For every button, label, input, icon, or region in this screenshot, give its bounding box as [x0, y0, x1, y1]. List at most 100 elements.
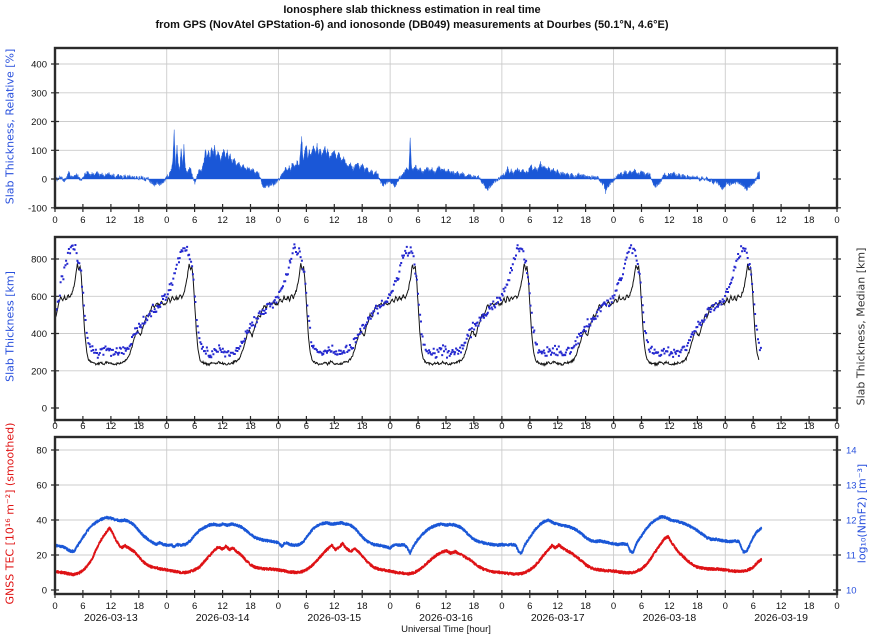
hour-tick-label: 0 — [834, 601, 839, 612]
hour-tick-label: 6 — [192, 215, 197, 226]
relative-slab-thickness-series — [54, 129, 760, 194]
chart-title-line1: Ionosphere slab thickness estimation in … — [283, 4, 541, 16]
y-tick-label: 300 — [31, 88, 47, 99]
hour-tick-label: 0 — [387, 421, 392, 432]
hour-tick-label: 18 — [245, 421, 256, 432]
hour-tick-label: 18 — [469, 601, 480, 612]
hour-tick-label: 6 — [415, 601, 420, 612]
gnss-tec-series — [54, 526, 763, 577]
hour-tick-label: 6 — [80, 215, 85, 226]
hour-tick-label: 0 — [834, 421, 839, 432]
hour-tick-label: 12 — [552, 421, 563, 432]
hour-tick-label: 6 — [751, 215, 756, 226]
hour-tick-label: 6 — [192, 421, 197, 432]
hour-tick-label: 12 — [217, 421, 228, 432]
hour-tick-label: 12 — [217, 215, 228, 226]
hour-tick-label: 12 — [441, 601, 452, 612]
hour-tick-label: 18 — [804, 215, 815, 226]
hour-tick-label: 6 — [527, 601, 532, 612]
hour-tick-label: 18 — [692, 215, 703, 226]
hour-tick-label: 0 — [499, 601, 504, 612]
hour-tick-label: 18 — [357, 421, 368, 432]
hour-tick-label: 6 — [751, 421, 756, 432]
hour-tick-label: 6 — [80, 601, 85, 612]
hour-tick-label: 0 — [611, 421, 616, 432]
y-tick-label: 100 — [31, 146, 47, 157]
hour-tick-label: 18 — [133, 215, 144, 226]
slab-thickness-measurement-dots — [54, 243, 762, 359]
hour-tick-label: 0 — [52, 421, 57, 432]
hour-tick-label: 0 — [611, 601, 616, 612]
hour-tick-label: 12 — [441, 215, 452, 226]
y-tick-label: -100 — [28, 203, 47, 214]
hour-tick-label: 0 — [834, 215, 839, 226]
hour-tick-label: 12 — [664, 601, 675, 612]
panel2-grid — [55, 237, 837, 420]
y-axis-label-relative-slab-thickness: Slab Thickness, Relative [%] — [3, 48, 17, 205]
hour-tick-label: 0 — [723, 421, 728, 432]
hour-tick-label: 12 — [552, 215, 563, 226]
hour-tick-label: 12 — [776, 215, 787, 226]
hour-tick-label: 0 — [276, 215, 281, 226]
chart-title-line2: from GPS (NovAtel GPStation-6) and ionos… — [155, 19, 669, 31]
hour-tick-label: 18 — [469, 215, 480, 226]
hour-tick-label: 12 — [552, 601, 563, 612]
hour-tick-label: 18 — [133, 601, 144, 612]
y-tick-label: 0 — [42, 404, 47, 415]
y-tick-label: 60 — [36, 481, 47, 492]
date-label: 2026-03-14 — [196, 612, 250, 624]
hour-tick-label: 18 — [580, 215, 591, 226]
hour-tick-label: 18 — [245, 601, 256, 612]
hour-tick-label: 0 — [499, 421, 504, 432]
y-tick-label: 80 — [36, 446, 47, 457]
date-label: 2026-03-19 — [754, 612, 808, 624]
panel3-ticks — [51, 449, 841, 598]
y-tick-label: 0 — [42, 175, 47, 186]
hour-tick-label: 0 — [387, 215, 392, 226]
slab-thickness-median-line — [54, 263, 760, 367]
hour-tick-label: 6 — [639, 215, 644, 226]
hour-tick-label: 12 — [776, 421, 787, 432]
panel1-ticks — [51, 63, 841, 212]
date-label: 2026-03-16 — [419, 612, 473, 624]
y-tick-label-right: 11 — [846, 551, 856, 562]
hour-tick-label: 18 — [580, 421, 591, 432]
y-tick-label: 20 — [36, 551, 47, 562]
hour-tick-label: 18 — [245, 215, 256, 226]
hour-tick-label: 18 — [804, 421, 815, 432]
panel2-ticks — [51, 258, 841, 424]
hour-tick-label: 6 — [639, 601, 644, 612]
log10-nmf2-series — [54, 515, 763, 555]
hour-tick-label: 6 — [304, 421, 309, 432]
hour-tick-label: 6 — [415, 421, 420, 432]
hour-tick-label: 18 — [357, 215, 368, 226]
y-tick-label: 600 — [31, 292, 47, 303]
hour-tick-label: 0 — [276, 421, 281, 432]
panel2-frame — [53, 235, 839, 422]
hour-tick-label: 0 — [164, 421, 169, 432]
date-label: 2026-03-17 — [531, 612, 585, 624]
hour-tick-label: 12 — [329, 601, 340, 612]
panel3-grid — [55, 437, 837, 594]
y-tick-label: 400 — [31, 60, 47, 71]
y-tick-label-right: 14 — [846, 446, 857, 457]
hour-tick-label: 6 — [304, 601, 309, 612]
hour-tick-label: 6 — [639, 421, 644, 432]
hour-tick-label: 12 — [664, 215, 675, 226]
hour-tick-label: 18 — [804, 601, 815, 612]
hour-tick-label: 0 — [52, 601, 57, 612]
hour-tick-label: 6 — [80, 421, 85, 432]
hour-tick-label: 6 — [304, 215, 309, 226]
y-tick-label: 40 — [36, 516, 47, 527]
y-tick-label: 0 — [42, 586, 47, 597]
hour-tick-label: 12 — [441, 421, 452, 432]
hour-tick-label: 6 — [527, 421, 532, 432]
hour-tick-label: 18 — [692, 421, 703, 432]
hour-tick-label: 12 — [329, 215, 340, 226]
hour-tick-label: 6 — [751, 601, 756, 612]
hour-tick-label: 18 — [357, 601, 368, 612]
y-tick-label: 400 — [31, 329, 47, 340]
y-axis-label-log10-nmf2: log₁₀(NmF2) [m⁻³] — [855, 463, 869, 564]
